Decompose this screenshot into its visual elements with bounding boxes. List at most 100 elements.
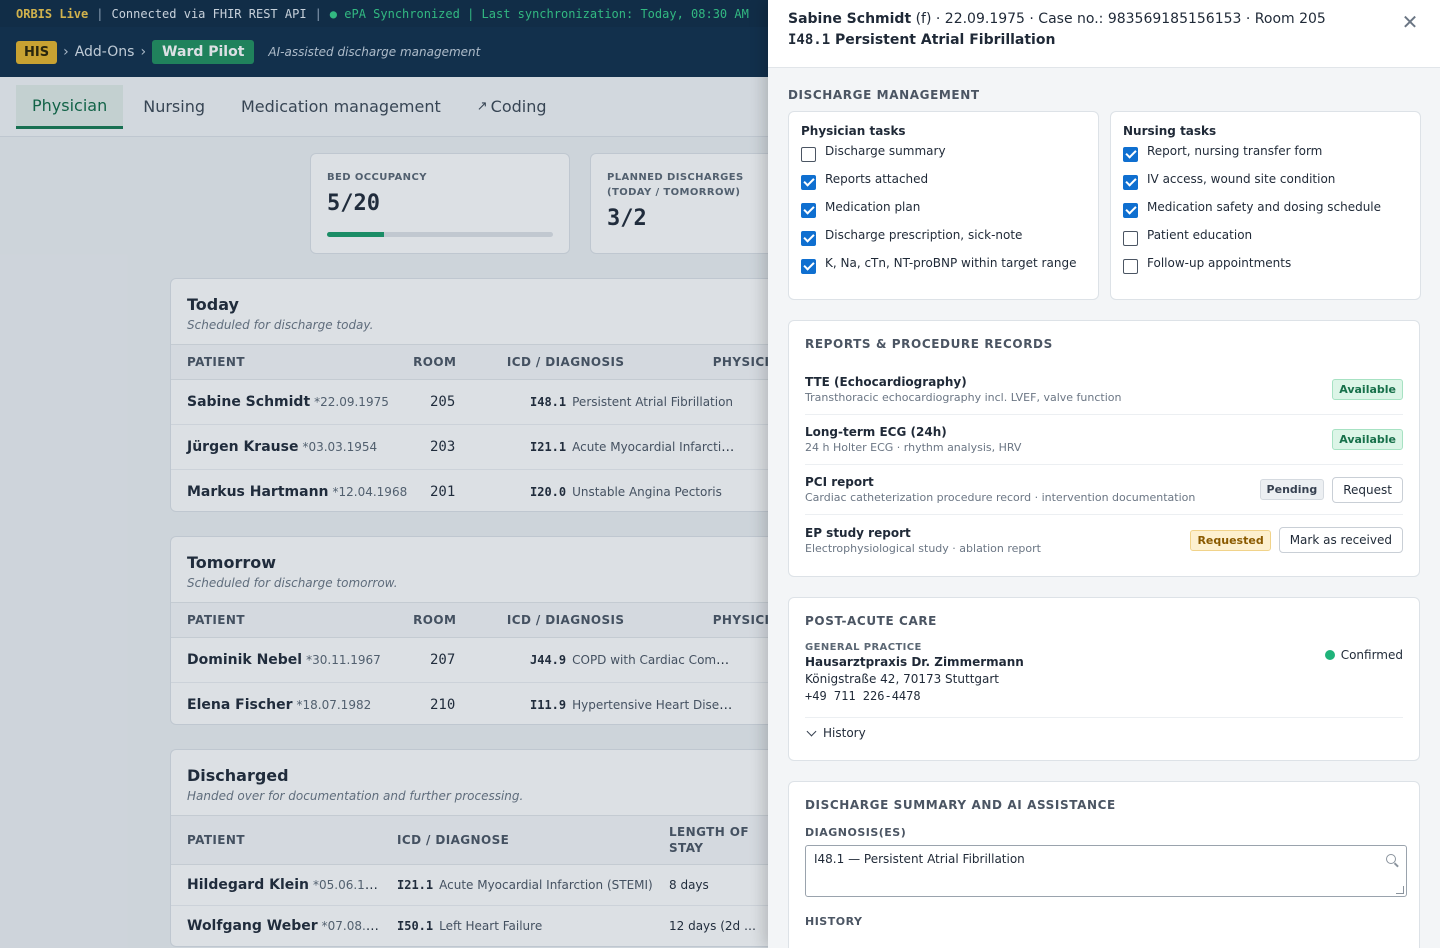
task-item[interactable]: Reports attached — [801, 172, 1086, 200]
status-badge: Available — [1332, 379, 1403, 400]
report-row: EP study report Electrophysiological stud… — [805, 515, 1403, 565]
table-row[interactable]: Jürgen Krause *03.03.1954 203 I21.1 Acute … — [171, 425, 809, 470]
task-label: Reports attached — [825, 172, 929, 186]
report-row: TTE (Echocardiography) Transthoracic echo… — [805, 365, 1403, 415]
breadcrumb-separator: › — [63, 44, 69, 60]
section-title: Tomorrow — [187, 553, 276, 572]
task-label: Medication plan — [825, 200, 921, 214]
provider-name: Hausarztpraxis Dr. Zimmermann — [805, 655, 1024, 669]
task-item[interactable]: K, Na, cTn, NT-proBNP within target rang… — [801, 256, 1086, 284]
task-item[interactable]: Discharge summary — [801, 144, 1086, 172]
tab-medication-management[interactable]: Medication management — [225, 85, 457, 129]
task-item[interactable]: Follow-up appointments — [1123, 256, 1408, 284]
card-title: POST-ACUTE CARE — [805, 614, 937, 628]
tab-label: Physician — [32, 95, 108, 115]
task-item[interactable]: IV access, wound site condition — [1123, 172, 1408, 200]
report-description: 24 h Holter ECG · rhythm analysis, HRV — [805, 441, 1022, 454]
task-item[interactable]: Discharge prescription, sick-note — [801, 228, 1086, 256]
section-title: Discharged — [187, 766, 289, 785]
table-row[interactable]: Hildegard Klein *05.06.1948 I21.1 Acute My… — [171, 865, 809, 906]
table-row[interactable]: Dominik Nebel *30.11.1967 207 J44.9 COPD w… — [171, 638, 809, 683]
tab-nursing[interactable]: Nursing — [127, 85, 221, 129]
task-checkbox[interactable] — [801, 147, 816, 162]
field-label: DIAGNOSIS(ES) — [805, 826, 907, 839]
section-subtitle: Scheduled for discharge tomorrow. — [187, 576, 398, 590]
occupancy-progress-fill — [327, 232, 384, 237]
task-checkbox[interactable] — [1123, 231, 1138, 246]
report-row: Long-term ECG (24h) 24 h Holter ECG · rhy… — [805, 415, 1403, 465]
task-checkbox[interactable] — [801, 259, 816, 274]
report-name: Long-term ECG (24h) — [805, 425, 947, 439]
search-icon[interactable] — [1386, 854, 1396, 864]
nursing-tasks-panel: Nursing tasks Report, nursing transfer f… — [1110, 111, 1421, 300]
history-toggle[interactable]: History — [805, 717, 1403, 740]
report-action-button[interactable]: Request — [1332, 476, 1403, 503]
task-checkbox[interactable] — [801, 175, 816, 190]
status-badge: Available — [1332, 429, 1403, 450]
resize-handle[interactable] — [1396, 886, 1404, 894]
report-row: PCI report Cardiac catheterization proced… — [805, 465, 1403, 515]
diagnosis: Persistent Atrial Fibrillation — [835, 32, 1056, 48]
provider-type: GENERAL PRACTICE — [805, 642, 922, 653]
panel-title: Physician tasks — [801, 124, 906, 138]
section-title: Today — [187, 295, 239, 314]
discharge-management-title: DISCHARGE MANAGEMENT — [788, 88, 980, 102]
task-label: K, Na, cTn, NT-proBNP within target rang… — [825, 256, 1077, 270]
reports-card: REPORTS & PROCEDURE RECORDS TTE (Echocar… — [788, 320, 1420, 577]
physician-tasks-panel: Physician tasks Discharge summary Reports… — [788, 111, 1099, 300]
close-icon[interactable]: ✕ — [1401, 10, 1419, 34]
section-discharged: Discharged Handed over for documentation… — [170, 749, 810, 947]
breadcrumb-separator: › — [140, 44, 147, 60]
tab-label: Nursing — [143, 97, 205, 116]
task-checkbox[interactable] — [1123, 259, 1138, 274]
report-text: PCI report Cardiac catheterization proced… — [805, 475, 1260, 504]
report-name: TTE (Echocardiography) — [805, 375, 967, 389]
tab-physician[interactable]: Physician — [16, 84, 124, 129]
card-title: DISCHARGE SUMMARY AND AI ASSISTANCE — [805, 798, 1116, 812]
task-checkbox[interactable] — [1123, 203, 1138, 218]
task-label: Discharge prescription, sick-note — [825, 228, 1023, 242]
kpi-bed-occupancy: Bed occupancy 5/20 — [310, 153, 570, 254]
task-item[interactable]: Patient education — [1123, 228, 1408, 256]
task-checkbox[interactable] — [1123, 147, 1138, 162]
diagnoses-textarea[interactable]: I48.1 — Persistent Atrial Fibrillation — [805, 845, 1407, 897]
patient-meta: (f) · 22.09.1975 · Case no.: 98356918515… — [911, 11, 1326, 27]
provider-phone: +49 711 226-4478 — [805, 689, 921, 703]
external-link-icon: ↗ — [476, 99, 488, 114]
report-action-button[interactable]: Mark as received — [1278, 527, 1403, 553]
task-label: Medication safety and dosing schedule — [1147, 200, 1382, 214]
modal-backdrop[interactable] — [0, 0, 768, 948]
task-checkbox[interactable] — [1123, 175, 1138, 190]
task-label: Discharge summary — [825, 144, 946, 158]
task-label: Report, nursing transfer form — [1147, 144, 1323, 158]
report-text: TTE (Echocardiography) Transthoracic echo… — [805, 375, 1332, 404]
table-header: PATIENT ICD / DIAGNOSE LENGTH OF STAY — [171, 815, 809, 865]
breadcrumb-addons[interactable]: Add-Ons — [74, 44, 135, 60]
app-subtitle: AI-assisted discharge management — [268, 45, 481, 59]
task-label: IV access, wound site condition — [1147, 172, 1336, 186]
app-badge[interactable]: Ward Pilot — [152, 40, 255, 64]
task-item[interactable]: Medication safety and dosing schedule — [1123, 200, 1408, 228]
post-acute-care-card: POST-ACUTE CARE GENERAL PRACTICE Hausarz… — [788, 597, 1420, 761]
task-item[interactable]: Report, nursing transfer form — [1123, 144, 1408, 172]
tab-coding[interactable]: ↗ Coding — [461, 85, 563, 129]
task-checkbox[interactable] — [801, 203, 816, 218]
column-header: LENGTH OF STAY — [669, 825, 749, 855]
his-badge[interactable]: HIS — [16, 40, 58, 64]
table-row[interactable]: Sabine Schmidt *22.09.1975 205 I48.1 Persi… — [171, 380, 809, 425]
drawer-header: Sabine Schmidt (f) · 22.09.1975 · Case n… — [768, 0, 1440, 68]
separator: | — [314, 6, 322, 21]
status-label: Confirmed — [1340, 648, 1403, 662]
task-checkbox[interactable] — [801, 231, 816, 246]
report-name: EP study report — [805, 525, 911, 540]
column-header: ICD / DIAGNOSIS — [506, 613, 625, 627]
table-header: PATIENT ROOM ICD / DIAGNOSIS PHYSICIAN — [171, 602, 809, 638]
report-text: Long-term ECG (24h) 24 h Holter ECG · rhy… — [805, 425, 1332, 454]
section-subtitle: Scheduled for discharge today. — [187, 318, 374, 332]
card-title: REPORTS & PROCEDURE RECORDS — [805, 337, 1053, 351]
status-badge: Requested — [1190, 529, 1271, 551]
section-today: Today Scheduled for discharge today. PAT… — [170, 278, 810, 512]
task-label: Patient education — [1147, 228, 1253, 242]
task-item[interactable]: Medication plan — [801, 200, 1086, 228]
column-header: ICD / DIAGNOSE — [397, 833, 510, 847]
